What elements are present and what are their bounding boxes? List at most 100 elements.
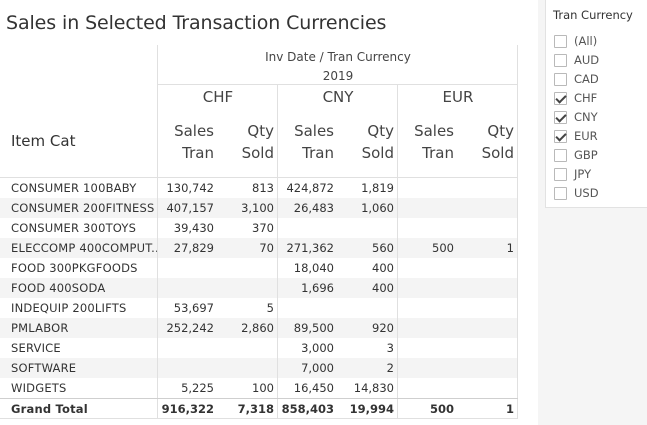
row-label[interactable]: WIDGETS <box>11 381 67 395</box>
qty-sold-cell[interactable]: 400 <box>372 281 394 295</box>
filter-option-label[interactable]: AUD <box>574 53 600 67</box>
sales-tran-cell[interactable]: 5,225 <box>181 381 214 395</box>
filter-option-label[interactable]: (All) <box>574 34 598 48</box>
qty-sold-cell[interactable]: 1 <box>505 402 514 416</box>
sales-tran-cell[interactable]: 18,040 <box>293 261 334 275</box>
filter-option[interactable]: CAD <box>554 71 647 90</box>
qty-sold-cell[interactable]: 5 <box>266 301 274 315</box>
checkbox-unchecked-icon[interactable] <box>554 73 567 86</box>
sales-tran-cell[interactable]: 271,362 <box>286 241 334 255</box>
filter-option-label[interactable]: USD <box>574 186 599 200</box>
qty-sold-cell[interactable]: 2,860 <box>241 321 274 335</box>
filter-option[interactable]: USD <box>554 185 647 204</box>
qty-sold-cell[interactable]: 100 <box>252 381 274 395</box>
currency-header-cny[interactable]: CNY <box>322 88 354 106</box>
measure-header-qty[interactable]: Qty Sold <box>218 120 274 164</box>
row-label[interactable]: INDEQUIP 200LIFTS <box>11 301 127 315</box>
filter-option[interactable]: AUD <box>554 52 647 71</box>
table-row[interactable]: SOFTWARE 7,000 2 <box>0 358 518 378</box>
year-header[interactable]: 2019 <box>322 69 354 83</box>
measure-header-sales[interactable]: Sales Tran <box>398 120 454 164</box>
grand-total-row[interactable]: Grand Total 916,322 7,318 858,403 19,994 500 1 <box>0 399 518 419</box>
currency-header-chf[interactable]: CHF <box>202 88 234 106</box>
filter-option[interactable]: JPY <box>554 166 647 185</box>
table-row[interactable]: SERVICE 3,000 3 <box>0 338 518 358</box>
measure-header-qty[interactable]: Qty Sold <box>458 120 514 164</box>
checkbox-unchecked-icon[interactable] <box>554 149 567 162</box>
qty-sold-cell[interactable]: 3 <box>386 341 394 355</box>
sales-tran-cell[interactable]: 916,322 <box>161 402 214 416</box>
checkbox-unchecked-icon[interactable] <box>554 187 567 200</box>
row-label[interactable]: CONSUMER 200FITNESS <box>11 201 155 215</box>
qty-sold-cell[interactable]: 1 <box>506 241 514 255</box>
table-row[interactable]: ELECCOMP 400COMPUT.. 27,829 70 271,362 560 50… <box>0 238 518 258</box>
qty-sold-cell[interactable]: 19,994 <box>349 402 394 416</box>
filter-option[interactable]: (All) <box>554 33 647 52</box>
measure-header-sales[interactable]: Sales Tran <box>278 120 334 164</box>
sales-tran-cell[interactable]: 130,742 <box>166 181 214 195</box>
sales-tran-cell[interactable]: 500 <box>429 402 454 416</box>
measure-header-sales[interactable]: Sales Tran <box>158 120 214 164</box>
row-label[interactable]: SERVICE <box>11 341 61 355</box>
qty-sold-cell[interactable]: 920 <box>372 321 394 335</box>
table-row[interactable]: FOOD 400SODA 1,696 400 <box>0 278 518 298</box>
checkbox-checked-icon[interactable] <box>554 111 567 124</box>
measure-header-qty[interactable]: Qty Sold <box>338 120 394 164</box>
qty-sold-cell[interactable]: 560 <box>372 241 394 255</box>
sales-tran-cell[interactable]: 53,697 <box>173 301 214 315</box>
table-row[interactable]: INDEQUIP 200LIFTS 53,697 5 <box>0 298 518 318</box>
sales-tran-cell[interactable]: 424,872 <box>286 181 334 195</box>
qty-sold-cell[interactable]: 2 <box>386 361 394 375</box>
sales-tran-cell[interactable]: 407,157 <box>166 201 214 215</box>
sales-tran-cell[interactable]: 7,000 <box>301 361 334 375</box>
checkbox-checked-icon[interactable] <box>554 130 567 143</box>
checkbox-checked-icon[interactable] <box>554 92 567 105</box>
row-label[interactable]: SOFTWARE <box>11 361 77 375</box>
checkbox-unchecked-icon[interactable] <box>554 35 567 48</box>
qty-sold-cell[interactable]: 7,318 <box>237 402 274 416</box>
checkbox-unchecked-icon[interactable] <box>554 54 567 67</box>
qty-sold-cell[interactable]: 813 <box>252 181 274 195</box>
qty-sold-cell[interactable]: 14,830 <box>353 381 394 395</box>
table-row[interactable]: WIDGETS 5,225 100 16,450 14,830 <box>0 378 518 398</box>
table-row[interactable]: FOOD 300PKGFOODS 18,040 400 <box>0 258 518 278</box>
filter-option-label[interactable]: JPY <box>574 167 592 181</box>
sales-tran-cell[interactable]: 89,500 <box>293 321 334 335</box>
filter-option-label[interactable]: CNY <box>574 110 598 124</box>
row-label[interactable]: CONSUMER 300TOYS <box>11 221 137 235</box>
sales-tran-cell[interactable]: 39,430 <box>173 221 214 235</box>
filter-option[interactable]: EUR <box>554 128 647 147</box>
row-label[interactable]: FOOD 400SODA <box>11 281 106 295</box>
qty-sold-cell[interactable]: 370 <box>252 221 274 235</box>
filter-option[interactable]: CNY <box>554 109 647 128</box>
filter-option-label[interactable]: CAD <box>574 72 599 86</box>
sales-tran-cell[interactable]: 1,696 <box>301 281 334 295</box>
qty-sold-cell[interactable]: 70 <box>259 241 274 255</box>
filter-option[interactable]: GBP <box>554 147 647 166</box>
sales-tran-cell[interactable]: 16,450 <box>293 381 334 395</box>
sales-tran-cell[interactable]: 3,000 <box>301 341 334 355</box>
sales-tran-cell[interactable]: 26,483 <box>293 201 334 215</box>
filter-option[interactable]: CHF <box>554 90 647 109</box>
sales-tran-cell[interactable]: 858,403 <box>281 402 334 416</box>
filter-option-label[interactable]: EUR <box>574 129 598 143</box>
table-row[interactable]: CONSUMER 300TOYS 39,430 370 <box>0 218 518 238</box>
currency-header-eur[interactable]: EUR <box>442 88 474 106</box>
sales-tran-cell[interactable]: 27,829 <box>173 241 214 255</box>
table-row[interactable]: CONSUMER 100BABY 130,742 813 424,872 1,819 <box>0 178 518 198</box>
row-label[interactable]: ELECCOMP 400COMPUT.. <box>11 241 159 255</box>
checkbox-unchecked-icon[interactable] <box>554 168 567 181</box>
table-row[interactable]: PMLABOR 252,242 2,860 89,500 920 <box>0 318 518 338</box>
sales-tran-cell[interactable]: 500 <box>432 241 454 255</box>
grand-total-label[interactable]: Grand Total <box>11 402 88 416</box>
qty-sold-cell[interactable]: 1,060 <box>361 201 394 215</box>
sales-tran-cell[interactable]: 252,242 <box>166 321 214 335</box>
qty-sold-cell[interactable]: 400 <box>372 261 394 275</box>
row-header-item-cat[interactable]: Item Cat <box>11 132 76 150</box>
qty-sold-cell[interactable]: 1,819 <box>361 181 394 195</box>
qty-sold-cell[interactable]: 3,100 <box>241 201 274 215</box>
row-label[interactable]: PMLABOR <box>11 321 69 335</box>
table-row[interactable]: CONSUMER 200FITNESS 407,157 3,100 26,483 1,0… <box>0 198 518 218</box>
filter-option-label[interactable]: GBP <box>574 148 598 162</box>
filter-option-label[interactable]: CHF <box>574 91 598 105</box>
